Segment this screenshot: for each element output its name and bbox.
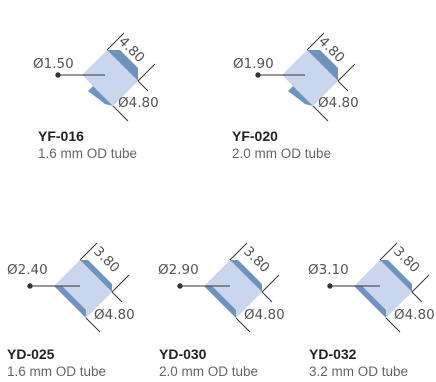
outer-ext-line [235,317,251,333]
outer-ext-line-2 [137,80,149,92]
part-yf-020: Ø1.90 4.80 Ø4.80 YF-020 2.0 mm OD tube [200,0,436,190]
inner-diameter-label: Ø1.50 [33,56,74,72]
part-description: 3.2 mm OD tube [309,364,409,379]
ferrule-body [204,260,262,318]
length-ext-line-a [79,242,98,261]
ferrule-taper-band [307,50,338,81]
ferrule-rear-band [354,286,386,318]
leader-dot [255,72,261,78]
length-ext-line-b [337,63,356,82]
outer-ext-line [312,105,329,122]
length-ext-line-a [306,32,325,51]
part-yd-030: Ø2.90 3.80 Ø4.80 YD-030 2.0 mm OD tube [150,230,300,382]
outer-ext-line-2 [111,291,123,303]
ferrule-rear-band [54,286,86,318]
part-description: 1.6 mm OD tube [7,364,107,379]
part-description: 1.6 mm OD tube [38,146,138,161]
outer-ext-line [112,105,129,122]
ferrule-rear-band [288,86,313,106]
inner-diameter-label: Ø2.40 [7,262,48,278]
ferrule-front-band [380,260,412,292]
length-ext-line-b [261,274,280,293]
outer-diameter-label: Ø4.80 [244,307,285,323]
outer-ext-line-2 [411,291,423,303]
ferrule-drawing-yf-020: Ø1.90 4.80 Ø4.80 [233,32,359,122]
ferrule-taper-band [107,50,138,81]
leader-dot [55,72,61,78]
ferrule-drawing-yd-030: Ø2.90 3.80 Ø4.80 [158,242,285,333]
ferrule-drawing-yf-016: Ø1.50 4.80 Ø4.80 [33,32,159,122]
part-code: YD-025 [7,346,55,362]
ferrule-rear-band [204,286,236,318]
ferrule-drawing-yd-025: Ø2.40 3.80 Ø4.80 [7,242,135,333]
part-yf-016: Ø1.50 4.80 Ø4.80 YF-016 1.6 mm OD tube [0,0,220,190]
length-ext-line-a [106,32,125,51]
part-code: YF-020 [232,128,278,144]
outer-ext-line-2 [337,80,349,92]
ferrule-body [282,50,338,106]
length-ext-line-b [111,274,130,293]
inner-diameter-label: Ø3.10 [308,262,349,278]
inner-diameter-label: Ø1.90 [233,56,274,72]
length-ext-line-b [411,274,430,293]
part-code: YD-032 [309,346,357,362]
ferrule-body [54,260,112,318]
ferrule-front-band [230,260,262,292]
outer-ext-line [85,317,101,333]
outer-ext-line-2 [261,291,273,303]
outer-diameter-label: Ø4.80 [394,307,435,323]
length-ext-line-a [379,242,398,261]
leader-dot [327,283,333,289]
inner-diameter-label: Ø2.90 [158,262,199,278]
outer-diameter-label: Ø4.80 [318,95,359,111]
ferrule-front-band [80,260,112,292]
part-description: 2.0 mm OD tube [232,146,332,161]
outer-ext-line [385,317,401,333]
leader-dot [177,283,183,289]
part-code: YD-030 [159,346,207,362]
ferrule-body [82,50,138,106]
leader-dot [27,283,33,289]
ferrule-rear-band [88,86,113,106]
part-yd-032: Ø3.10 3.80 Ø4.80 YD-032 3.2 mm OD tube [300,230,436,382]
part-description: 2.0 mm OD tube [159,364,259,379]
length-ext-line-a [229,242,248,261]
part-code: YF-016 [38,128,84,144]
ferrule-body [354,260,412,318]
outer-diameter-label: Ø4.80 [94,307,135,323]
part-yd-025: Ø2.40 3.80 Ø4.80 YD-025 1.6 mm OD tube [0,230,150,382]
outer-diameter-label: Ø4.80 [118,95,159,111]
ferrule-drawing-yd-032: Ø3.10 3.80 Ø4.80 [308,242,435,333]
length-ext-line-b [137,63,156,82]
